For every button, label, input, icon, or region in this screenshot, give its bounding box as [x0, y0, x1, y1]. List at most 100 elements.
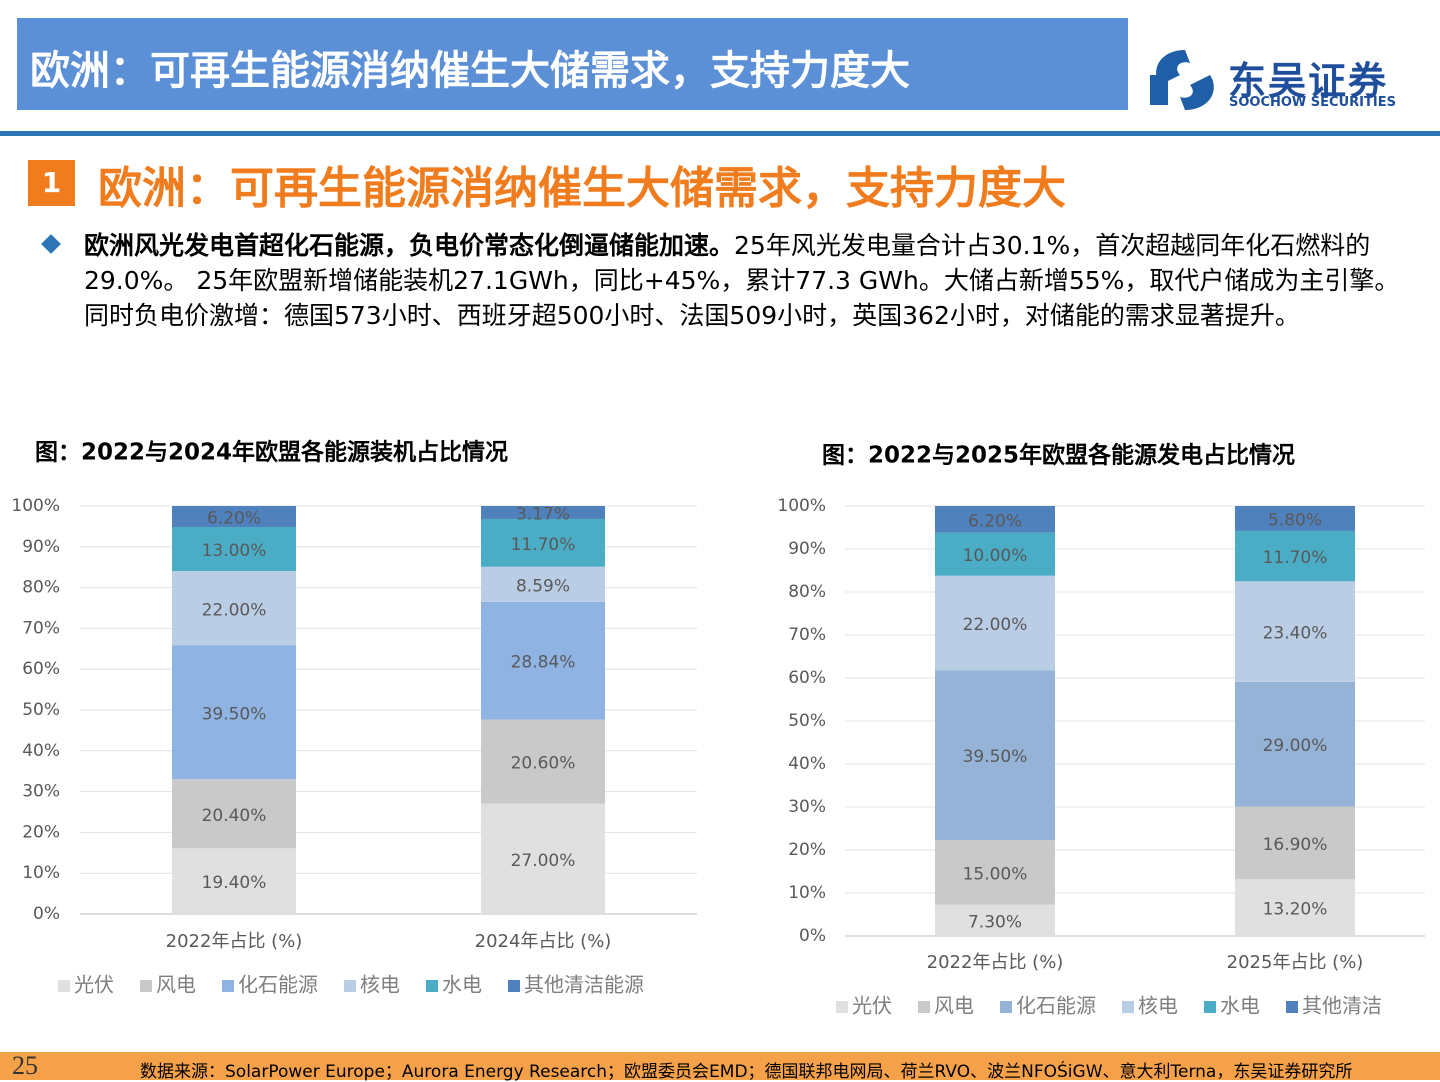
- bar-segment: [1235, 681, 1355, 807]
- bar-segment: [1235, 581, 1355, 682]
- bar-segment: [481, 566, 605, 602]
- y-tick-label: 50%: [22, 700, 60, 720]
- bar-segment: [1235, 806, 1355, 880]
- data-label: 11.70%: [511, 535, 576, 555]
- bar-segment: [172, 506, 296, 527]
- y-tick-label: 100%: [11, 496, 60, 516]
- legend-swatch: [836, 1001, 848, 1013]
- legend-label: 其他清洁能源: [524, 973, 644, 997]
- bar-segment: [172, 526, 296, 572]
- legend-label: 水电: [442, 973, 482, 997]
- chart-title: 图：2022与2024年欧盟各能源装机占比情况: [35, 439, 508, 466]
- x-tick-label: 2024年占比 (%): [475, 931, 612, 952]
- bar-segment: [481, 506, 605, 519]
- y-tick-label: 40%: [788, 754, 826, 774]
- data-label: 13.20%: [1263, 900, 1328, 920]
- data-label: 15.00%: [963, 864, 1028, 884]
- legend-swatch: [1286, 1001, 1298, 1013]
- legend-swatch: [140, 980, 152, 992]
- x-tick-label: 2025年占比 (%): [1227, 952, 1364, 973]
- y-tick-label: 40%: [22, 741, 60, 761]
- y-tick-label: 30%: [22, 782, 60, 802]
- legend-label: 核电: [1138, 994, 1178, 1018]
- data-label: 22.00%: [202, 600, 267, 620]
- data-label: 27.00%: [511, 851, 576, 871]
- data-label: 19.40%: [202, 873, 267, 893]
- y-tick-label: 0%: [799, 926, 826, 946]
- data-label: 28.84%: [511, 653, 576, 673]
- bar-segment: [172, 848, 296, 914]
- legend-label: 光伏: [74, 973, 114, 997]
- y-tick-label: 0%: [33, 904, 60, 924]
- legend-swatch: [1122, 1001, 1134, 1013]
- bar-segment: [481, 719, 605, 804]
- x-tick-label: 2022年占比 (%): [927, 952, 1064, 973]
- data-label: 39.50%: [202, 704, 267, 724]
- data-label: 39.50%: [963, 747, 1028, 767]
- data-label: 16.90%: [1263, 835, 1328, 855]
- data-label: 29.00%: [1263, 736, 1328, 756]
- y-tick-label: 20%: [788, 840, 826, 860]
- legend-swatch: [1204, 1001, 1216, 1013]
- y-tick-label: 50%: [788, 711, 826, 731]
- data-label: 13.00%: [202, 541, 267, 561]
- y-tick-label: 60%: [22, 659, 60, 679]
- y-tick-label: 80%: [22, 578, 60, 598]
- data-label: 6.20%: [968, 511, 1022, 531]
- legend-swatch: [58, 980, 70, 992]
- data-label: 3.17%: [516, 504, 570, 524]
- legend-label: 光伏: [852, 994, 892, 1018]
- bullet-bold: 欧洲风光发电首超化石能源，负电价常态化倒逼储能加速。: [84, 231, 735, 260]
- data-label: 8.59%: [516, 576, 570, 596]
- data-label: 22.00%: [963, 615, 1028, 635]
- bar-segment: [935, 506, 1055, 533]
- bar-segment: [935, 575, 1055, 671]
- page-number: 25: [12, 1051, 38, 1080]
- legend-swatch: [344, 980, 356, 992]
- data-label: 11.70%: [1263, 548, 1328, 568]
- y-tick-label: 90%: [22, 537, 60, 557]
- section-title: 欧洲：可再生能源消纳催生大储需求，支持力度大: [98, 163, 1066, 214]
- legend-swatch: [918, 1001, 930, 1013]
- bar-segment: [481, 601, 605, 720]
- legend-label: 水电: [1220, 994, 1260, 1018]
- footer-bar: [0, 1052, 1440, 1080]
- data-label: 6.20%: [207, 508, 261, 528]
- legend-swatch: [1000, 1001, 1012, 1013]
- bar-segment: [172, 779, 296, 849]
- section-number: 1: [28, 160, 75, 206]
- y-tick-label: 70%: [788, 625, 826, 645]
- logo-name: 东吴证券: [1228, 59, 1389, 103]
- bar-segment: [172, 645, 296, 780]
- bullet-text: 欧洲风光发电首超化石能源，负电价常态化倒逼储能加速。25年风光发电量合计占30.…: [84, 228, 1409, 333]
- y-tick-label: 100%: [777, 496, 826, 516]
- data-label: 20.40%: [202, 806, 267, 826]
- bar-segment: [1235, 530, 1355, 582]
- y-tick-label: 30%: [788, 797, 826, 817]
- bar-segment: [1235, 506, 1355, 531]
- logo-subtitle: SOOCHOW SECURITIES: [1229, 95, 1396, 110]
- chart-title: 图：2022与2025年欧盟各能源发电占比情况: [822, 442, 1295, 469]
- bar-segment: [481, 803, 605, 914]
- data-label: 20.60%: [511, 754, 576, 774]
- bullet-body: 25年风光发电量合计占30.1%，首次超越同年化石燃料的29.0%。 25年欧盟…: [84, 231, 1400, 330]
- header-rule: [0, 131, 1440, 136]
- bar-segment: [935, 670, 1055, 841]
- legend-label: 化石能源: [238, 973, 318, 997]
- legend-label: 风电: [156, 973, 196, 997]
- header-bar: [17, 18, 1128, 110]
- legend-swatch: [508, 980, 520, 992]
- legend-label: 化石能源: [1016, 994, 1096, 1018]
- bar-segment: [1235, 879, 1355, 936]
- bar-segment: [481, 518, 605, 567]
- header-title: 欧洲：可再生能源消纳催生大储需求，支持力度大: [30, 48, 910, 94]
- legend-label: 核电: [360, 973, 400, 997]
- y-tick-label: 10%: [788, 883, 826, 903]
- legend-label: 风电: [934, 994, 974, 1018]
- bar-segment: [935, 840, 1055, 905]
- source: 数据来源：SolarPower Europe；Aurora Energy Res…: [140, 1062, 1353, 1082]
- bar-segment: [935, 904, 1055, 936]
- charts: 图：2022与2024年欧盟各能源装机占比情况 0% 10% 20% 30% 40% 50%…: [11, 439, 1425, 1018]
- y-tick-label: 60%: [788, 668, 826, 688]
